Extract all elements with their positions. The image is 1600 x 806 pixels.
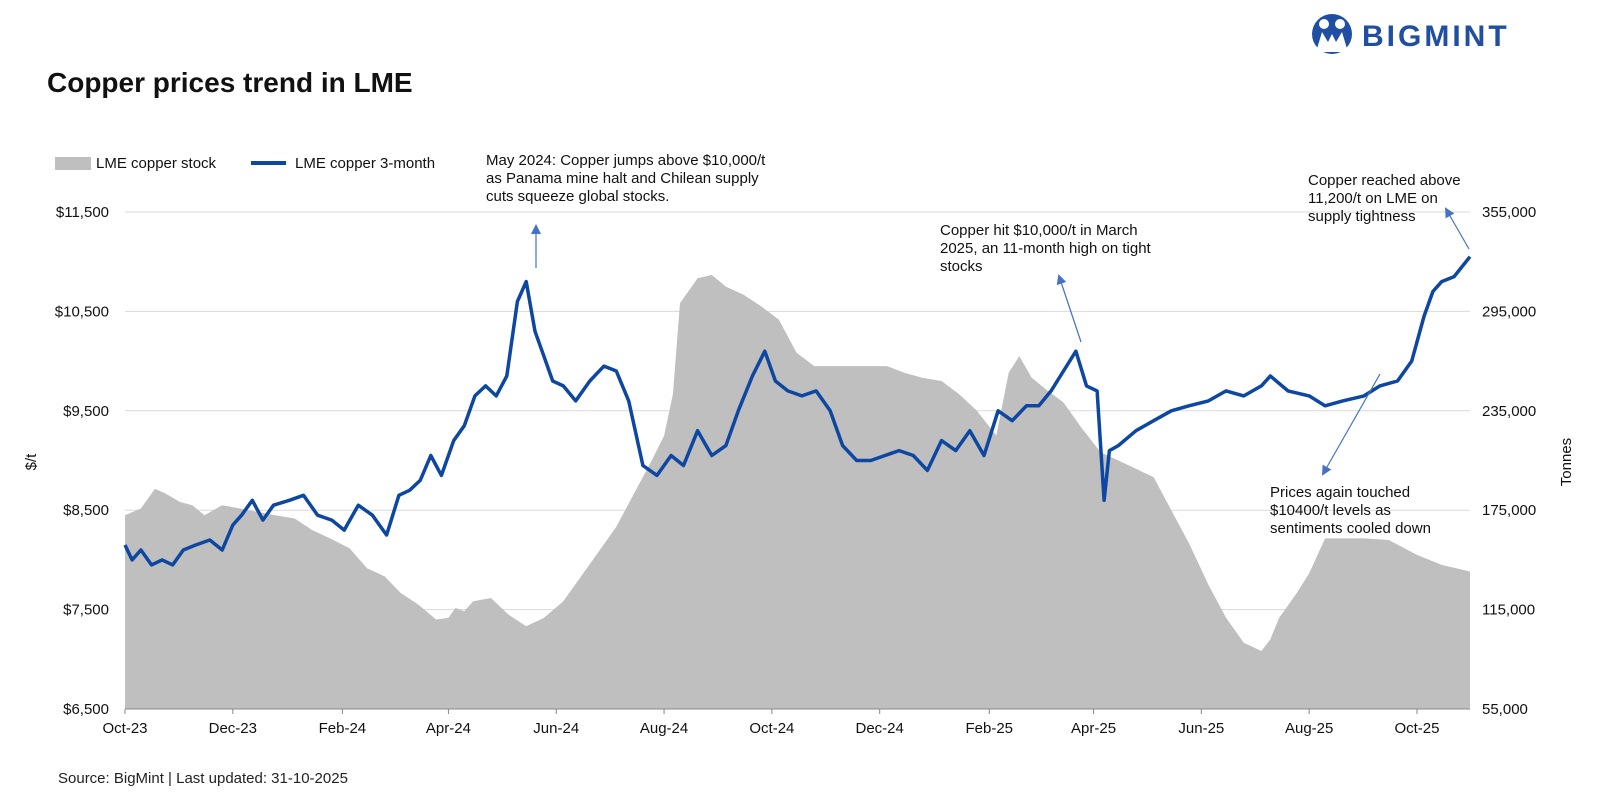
svg-text:Copper hit $10,000/t in March: Copper hit $10,000/t in March 2025, an 1… (940, 222, 1155, 275)
annotation-may-2024-line-2: as Panama mine halt and Chilean supply (486, 170, 759, 187)
annotation-may-2024-line-3: cuts squeeze global stocks. (486, 188, 669, 205)
legend-swatch-stock (55, 157, 91, 170)
annotation-march-2025-line-2: 2025, an 11-month high on tight (940, 240, 1152, 257)
x-tick-label: Jun-24 (533, 720, 579, 737)
annotation-march-2025-arrow (1056, 274, 1082, 343)
x-tick-label: Dec-24 (856, 720, 904, 737)
x-tick-label: Dec-23 (209, 720, 257, 737)
source-note: Source: BigMint | Last updated: 31-10-20… (58, 770, 348, 787)
annotation-oct-2025-line-1: Copper reached above (1308, 172, 1461, 189)
chart-title: Copper prices trend in LME (47, 67, 413, 98)
annotation-may-2024: May 2024: Copper jumps above $10,000/t a… (486, 152, 770, 268)
x-axis-ticks: Oct-23 Dec-23 Feb-24 Apr-24 Jun-24 Aug-24 Oct-… (102, 709, 1439, 737)
y-tick-label: $6,500 (63, 701, 109, 718)
bigmint-logo-icon (1312, 14, 1352, 54)
y-tick-label: $10,500 (55, 303, 109, 320)
bigmint-logo: BIGMINT (1312, 14, 1510, 54)
x-tick-label: Oct-25 (1394, 720, 1439, 737)
x-tick-label: Oct-23 (102, 720, 147, 737)
bigmint-logo-text: BIGMINT (1362, 20, 1510, 53)
y2-tick-label: 55,000 (1482, 701, 1528, 718)
y-tick-label: $8,500 (63, 502, 109, 519)
svg-text:May 2024: Copper jumps above $: May 2024: Copper jumps above $10,000/t a… (486, 152, 770, 205)
y2-tick-label: 115,000 (1482, 602, 1535, 619)
annotation-oct-2025: Copper reached above 11,200/t on LME on … (1308, 172, 1470, 250)
annotation-march-2025-line-1: Copper hit $10,000/t in March (940, 222, 1138, 239)
annotation-oct-2025-line-2: 11,200/t on LME on (1308, 190, 1438, 207)
annotation-aug-2025-line-3: sentiments cooled down (1270, 520, 1431, 537)
x-tick-label: Apr-25 (1071, 720, 1116, 737)
x-tick-label: Feb-24 (319, 720, 367, 737)
y-axis-label: $/t (23, 453, 40, 471)
legend-label-price: LME copper 3-month (295, 155, 435, 172)
annotation-aug-2025-arrow (1322, 373, 1381, 476)
price-line (123, 255, 1472, 567)
x-tick-label: Aug-25 (1285, 720, 1333, 737)
y-axis-ticks: $11,500 $10,500 $9,500 $8,500 $7,500 $6,500 (55, 204, 109, 718)
y2-tick-label: 175,000 (1482, 502, 1536, 519)
x-tick-label: Aug-24 (640, 720, 688, 737)
legend: LME copper stock LME copper 3-month (55, 155, 435, 172)
annotation-may-2024-line-1: May 2024: Copper jumps above $10,000/t (486, 152, 766, 169)
annotation-aug-2025: Prices again touched $10400/t levels as … (1270, 373, 1431, 537)
annotation-aug-2025-line-2: $10400/t levels as (1270, 502, 1391, 519)
annotation-oct-2025-line-3: supply tightness (1308, 208, 1416, 225)
annotation-aug-2025-line-1: Prices again touched (1270, 484, 1410, 501)
annotation-march-2025: Copper hit $10,000/t in March 2025, an 1… (940, 222, 1155, 343)
legend-label-stock: LME copper stock (96, 155, 217, 172)
x-tick-label: Jun-25 (1178, 720, 1224, 737)
y-tick-label: $7,500 (63, 602, 109, 619)
stock-area (125, 275, 1470, 709)
x-tick-label: Feb-25 (965, 720, 1013, 737)
y2-axis-label: Tonnes (1558, 438, 1575, 486)
annotation-oct-2025-arrow (1445, 207, 1470, 250)
x-tick-label: Apr-24 (426, 720, 471, 737)
svg-text:Prices again touched $10: Prices again touched $10400/t levels as … (1270, 484, 1431, 537)
x-tick-label: Oct-24 (749, 720, 794, 737)
y2-tick-label: 295,000 (1482, 303, 1536, 320)
y-tick-label: $9,500 (63, 403, 109, 420)
annotation-march-2025-line-3: stocks (940, 258, 983, 275)
svg-text:Copper reached above 11,: Copper reached above 11,200/t on LME on … (1308, 172, 1465, 225)
y2-tick-label: 235,000 (1482, 403, 1536, 420)
y-tick-label: $11,500 (56, 204, 109, 221)
y2-tick-label: 355,000 (1482, 204, 1536, 221)
y2-axis-ticks: 355,000 295,000 235,000 175,000 115,000 55,00… (1482, 204, 1536, 718)
